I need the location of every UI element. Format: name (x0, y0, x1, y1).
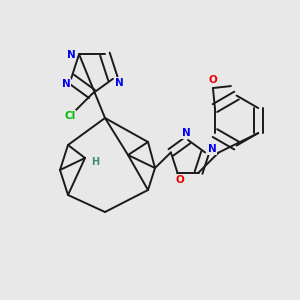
Text: N: N (115, 78, 123, 88)
Text: O: O (208, 75, 217, 85)
Text: O: O (175, 175, 184, 184)
Text: N: N (182, 128, 190, 138)
Text: Cl: Cl (64, 111, 76, 121)
Text: H: H (91, 157, 99, 167)
Text: N: N (62, 79, 70, 89)
Text: N: N (67, 50, 75, 60)
Text: N: N (208, 144, 217, 154)
